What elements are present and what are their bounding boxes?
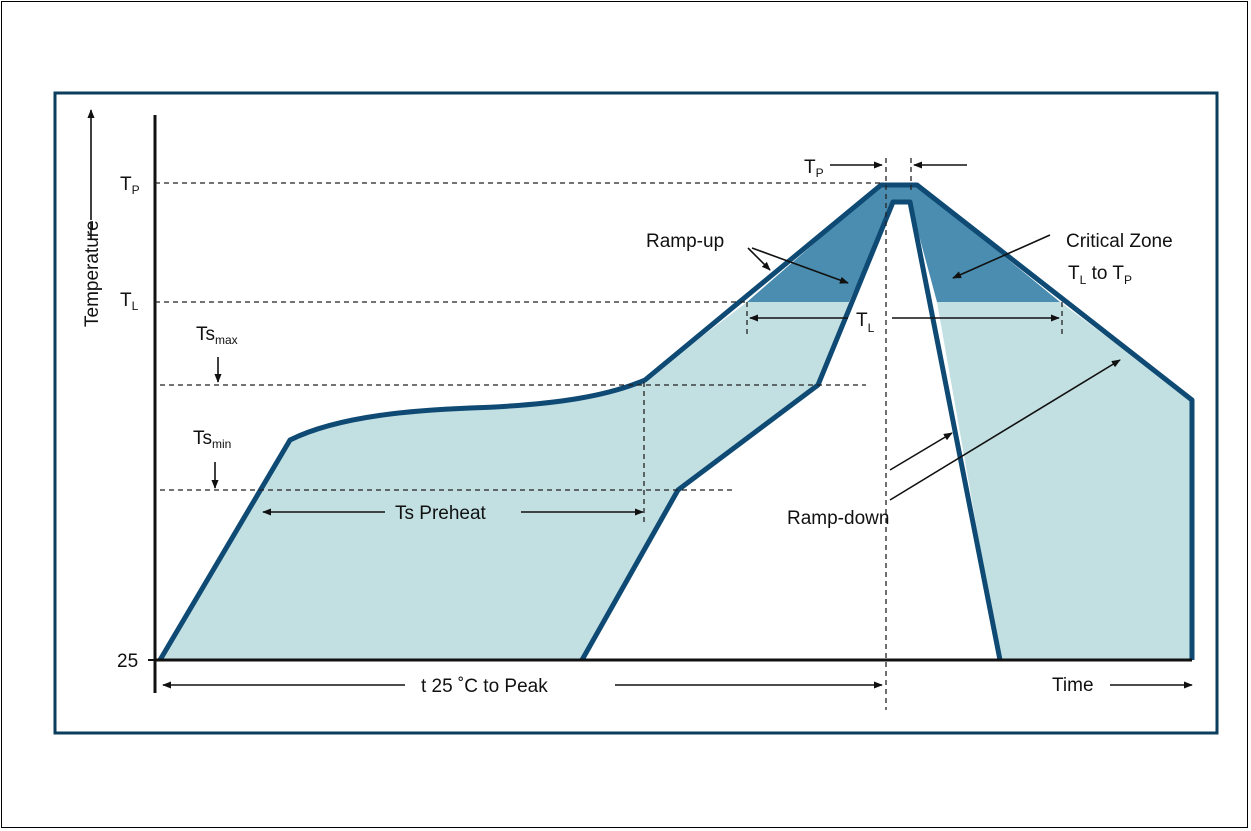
preheat-label: Ts Preheat <box>395 503 487 524</box>
tp-level-label: TP <box>120 174 140 197</box>
ramp-up-label: Ramp-up <box>646 231 724 252</box>
peak-time-label: TP <box>804 157 824 180</box>
critical-zone-fill <box>747 185 1060 302</box>
tsmax-level-label: Tsmax <box>196 324 238 347</box>
liquidus-time-label: TL <box>856 310 875 335</box>
process-window-fill <box>160 302 849 660</box>
ramp-down-window-fill <box>937 302 1192 660</box>
diagram-frame <box>53 91 1219 735</box>
time-to-peak-label: t 25 ˚C to Peak <box>421 676 548 697</box>
tl-level-label: TL <box>120 290 139 313</box>
y-origin-label: 25 <box>117 651 138 672</box>
ramp-down-arrow-outer <box>889 359 1121 501</box>
temperature-axis-label: Temperature <box>82 220 103 327</box>
critical-zone-range: TL to TP <box>1068 263 1132 287</box>
ramp-up-arrow-inner <box>751 247 849 284</box>
min-profile-curve <box>579 199 1003 662</box>
critical-zone-arrow <box>952 234 1051 279</box>
ramp-down-arrow-inner <box>889 432 953 471</box>
critical-zone-title: Critical Zone <box>1066 231 1173 252</box>
tsmin-level-label: Tsmin <box>193 428 231 451</box>
ramp-up-arrow-outer <box>747 247 771 271</box>
max-profile-curve <box>157 182 1195 662</box>
time-axis-label: Time <box>1052 675 1094 696</box>
ramp-down-label: Ramp-down <box>787 508 889 529</box>
